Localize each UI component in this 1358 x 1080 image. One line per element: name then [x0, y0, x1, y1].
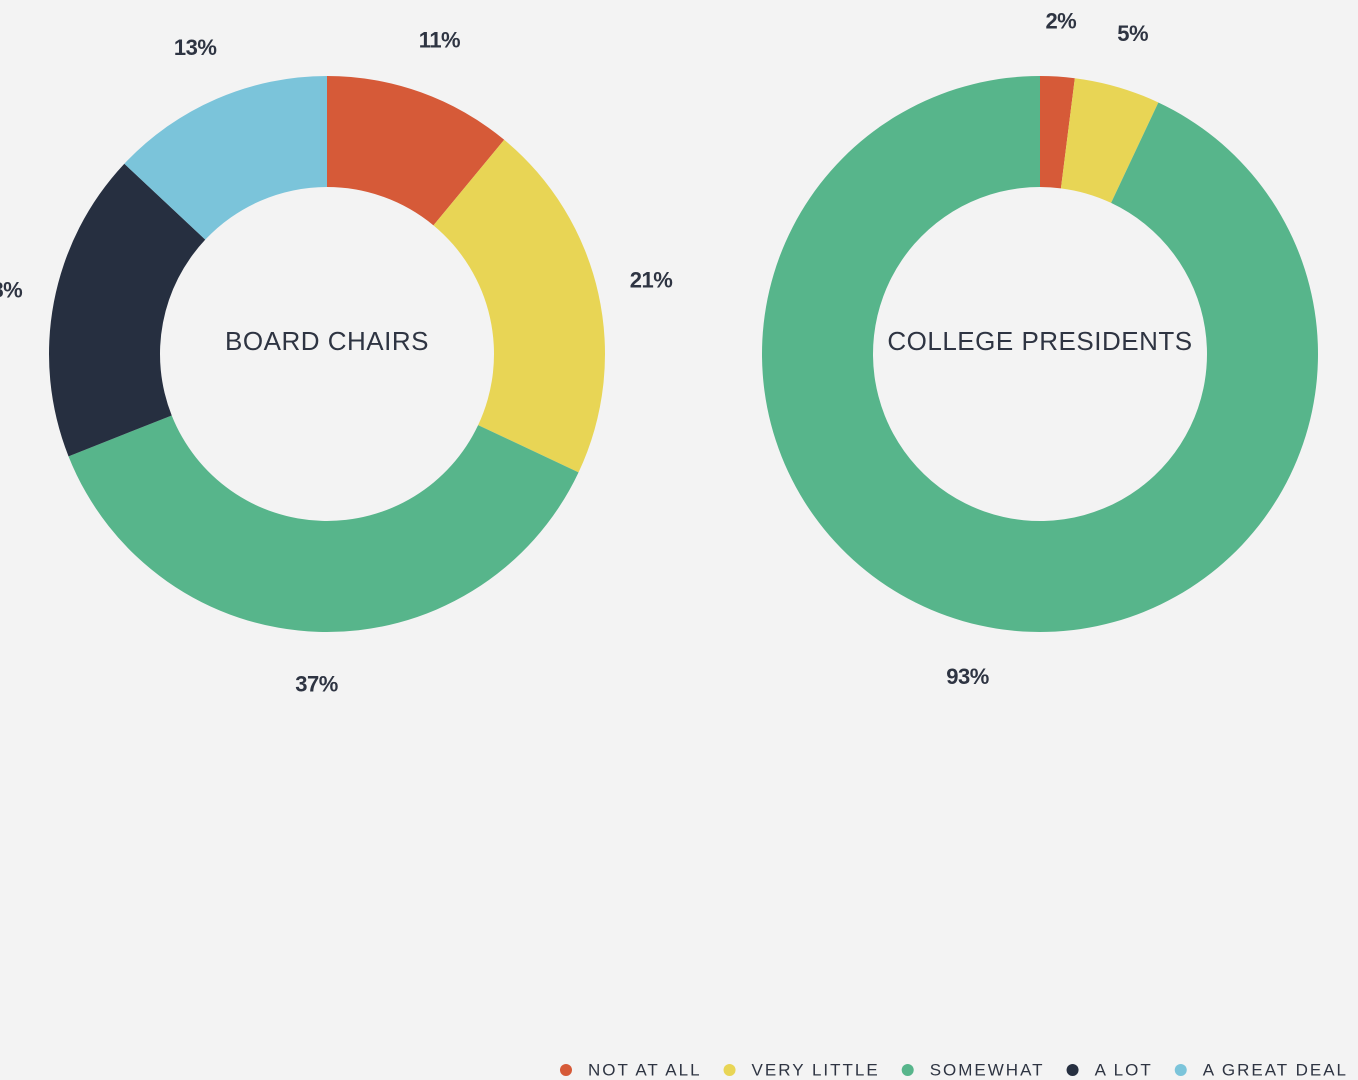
value-label: 2% — [1045, 8, 1076, 33]
donut-segment — [1040, 76, 1075, 189]
value-label: 93% — [946, 664, 989, 689]
center-label: BOARD CHAIRS — [225, 326, 429, 356]
legend-marker — [901, 1064, 914, 1076]
donut-segment — [124, 75, 328, 240]
legend-marker — [723, 1064, 736, 1076]
donut-segment — [433, 139, 606, 473]
legend-label: SOMEWHAT — [930, 1060, 1045, 1079]
donut-segment — [762, 76, 1318, 632]
value-label: 11% — [419, 27, 460, 52]
legend-label: NOT AT ALL — [588, 1060, 702, 1079]
value-label: 37% — [295, 672, 338, 697]
legend-marker — [1066, 1064, 1079, 1076]
donut-segment — [1060, 78, 1159, 203]
legend-label: A LOT — [1095, 1060, 1153, 1079]
legend-marker — [1174, 1064, 1187, 1076]
center-label: COLLEGE PRESIDENTS — [887, 326, 1192, 356]
legend-marker — [559, 1064, 572, 1076]
value-label: 18% — [0, 278, 22, 303]
value-label: 5% — [1117, 21, 1148, 46]
legend-label: A GREAT DEAL — [1203, 1060, 1348, 1079]
legend-label: VERY LITTLE — [752, 1060, 880, 1079]
donut-segment — [327, 76, 505, 226]
donut-segment — [49, 163, 206, 457]
value-label: 21% — [630, 267, 673, 292]
donut-segment — [68, 415, 579, 633]
value-label: 13% — [174, 35, 217, 60]
